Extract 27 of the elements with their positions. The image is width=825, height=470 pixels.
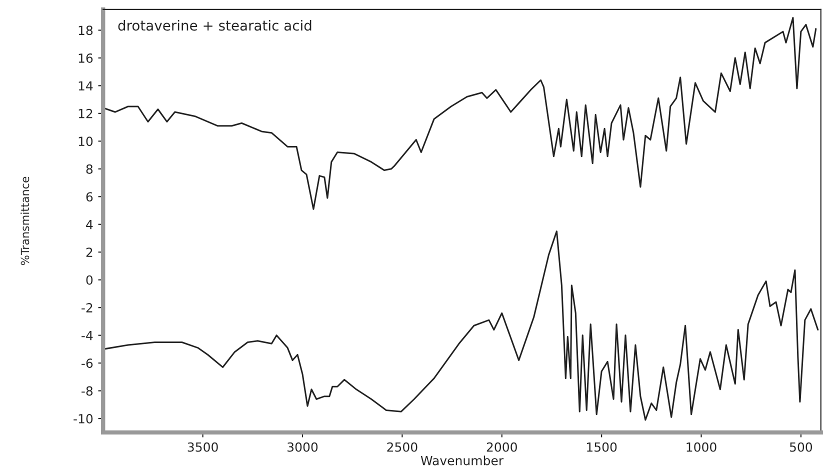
- y-tick-label: -8: [82, 386, 93, 396]
- y-tick-label: 6: [86, 192, 93, 202]
- y-tick-label: 8: [86, 164, 93, 174]
- y-axis-title: %Transmittance: [20, 176, 30, 265]
- y-tick-label: 16: [78, 53, 93, 63]
- x-tick-label: 1000: [686, 442, 716, 452]
- y-tick-label: 18: [78, 26, 93, 36]
- y-tick-label: -2: [82, 303, 92, 312]
- x-axis-title: Wavenumber: [420, 456, 504, 466]
- line-series: [103, 230, 819, 421]
- y-tick-label: 10: [78, 136, 93, 146]
- y-tick-label: -10: [74, 414, 93, 424]
- y-tick-label: -4: [82, 330, 93, 340]
- x-tick-label: 1500: [587, 442, 617, 452]
- y-tick-label: 4: [86, 220, 93, 230]
- y-tick-label: 2: [86, 248, 92, 257]
- x-tick-label: 3500: [188, 442, 218, 452]
- y-tick-label: -6: [82, 358, 93, 368]
- x-tick-label: 3000: [288, 442, 318, 452]
- y-tick-label: 0: [86, 275, 93, 285]
- x-tick-label: 500: [790, 442, 812, 452]
- annotation: drotaverine + stearatic acid: [118, 20, 312, 31]
- x-tick-label: 2000: [486, 442, 517, 452]
- y-tick-label: 12: [78, 108, 92, 118]
- line-series: [103, 16, 817, 210]
- x-tick-label: 2500: [387, 442, 418, 452]
- y-tick-label: 14: [78, 81, 93, 90]
